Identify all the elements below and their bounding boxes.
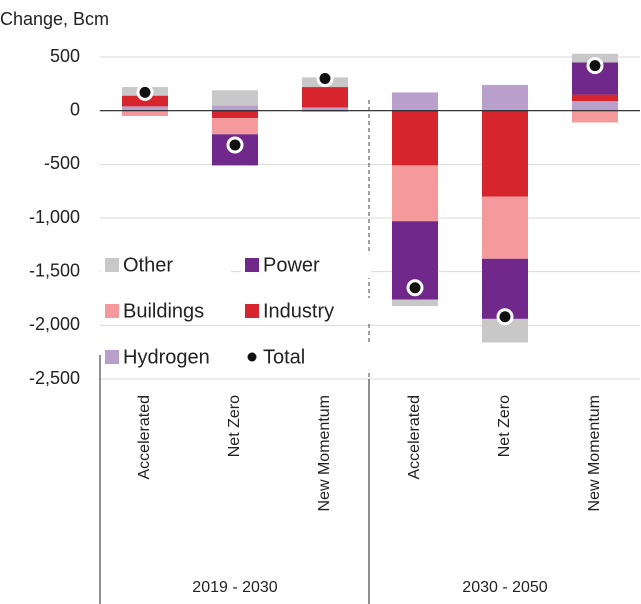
bar-segment — [392, 110, 438, 166]
x-tick-label: New Momentum — [316, 395, 333, 511]
legend-swatch — [105, 258, 119, 272]
legend-marker — [247, 352, 257, 362]
legend-bg — [101, 298, 231, 324]
total-dot — [406, 279, 424, 297]
legend-swatch — [105, 304, 119, 318]
bar-segment — [572, 101, 618, 111]
legend-swatch — [245, 304, 259, 318]
x-tick-label: Net Zero — [496, 395, 513, 457]
bar-segment — [122, 106, 168, 111]
legend-label: Hydrogen — [123, 346, 210, 368]
legend-swatch — [105, 350, 119, 364]
legend-bg — [241, 344, 371, 370]
bar-segment — [572, 94, 618, 102]
bar-segment — [482, 196, 528, 259]
legend-label: Power — [263, 254, 320, 276]
legend-bg — [241, 252, 371, 278]
bar-segment — [482, 84, 528, 111]
x-tick-label: New Momentum — [586, 395, 603, 511]
y-tick-label: 500 — [50, 46, 80, 66]
y-tick-label: -1,000 — [29, 207, 80, 227]
total-dot — [496, 308, 514, 326]
legend-bg — [101, 252, 231, 278]
total-dot — [586, 57, 604, 75]
legend-label: Industry — [263, 300, 334, 322]
legend-bg — [241, 298, 371, 324]
bar-segment — [392, 92, 438, 111]
y-tick-label: -1,500 — [29, 260, 80, 280]
x-tick-label: Net Zero — [226, 395, 243, 457]
bar-segment — [392, 299, 438, 307]
total-dot — [316, 69, 334, 87]
bar-segment — [212, 118, 258, 135]
legend-swatch — [245, 258, 259, 272]
y-tick-label: -2,500 — [29, 368, 80, 388]
y-tick-label: -2,000 — [29, 314, 80, 334]
bar-segment — [122, 95, 168, 107]
bar-segment — [302, 87, 348, 108]
y-axis-label: Change, Bcm — [0, 9, 109, 29]
bar-segment — [302, 107, 348, 111]
legend-label: Total — [263, 346, 305, 368]
bar-segment — [392, 165, 438, 222]
bar-segment — [482, 110, 528, 197]
x-tick-label: Accelerated — [136, 395, 153, 480]
bar-segment — [212, 110, 258, 119]
group-label: 2019 - 2030 — [192, 579, 278, 596]
legend-label: Buildings — [123, 300, 204, 322]
bar-segment — [482, 318, 528, 343]
total-dot — [226, 136, 244, 154]
legend-bg — [101, 344, 231, 370]
bar-segment — [212, 105, 258, 111]
y-tick-label: -500 — [44, 153, 80, 173]
group-label: 2030 - 2050 — [462, 579, 548, 596]
bar-segment — [212, 90, 258, 106]
total-dot — [136, 83, 154, 101]
bar-segment — [572, 110, 618, 123]
legend-label: Other — [123, 254, 173, 276]
y-tick-label: 0 — [70, 99, 80, 119]
bar-segment — [122, 110, 168, 117]
x-tick-label: Accelerated — [406, 395, 423, 480]
